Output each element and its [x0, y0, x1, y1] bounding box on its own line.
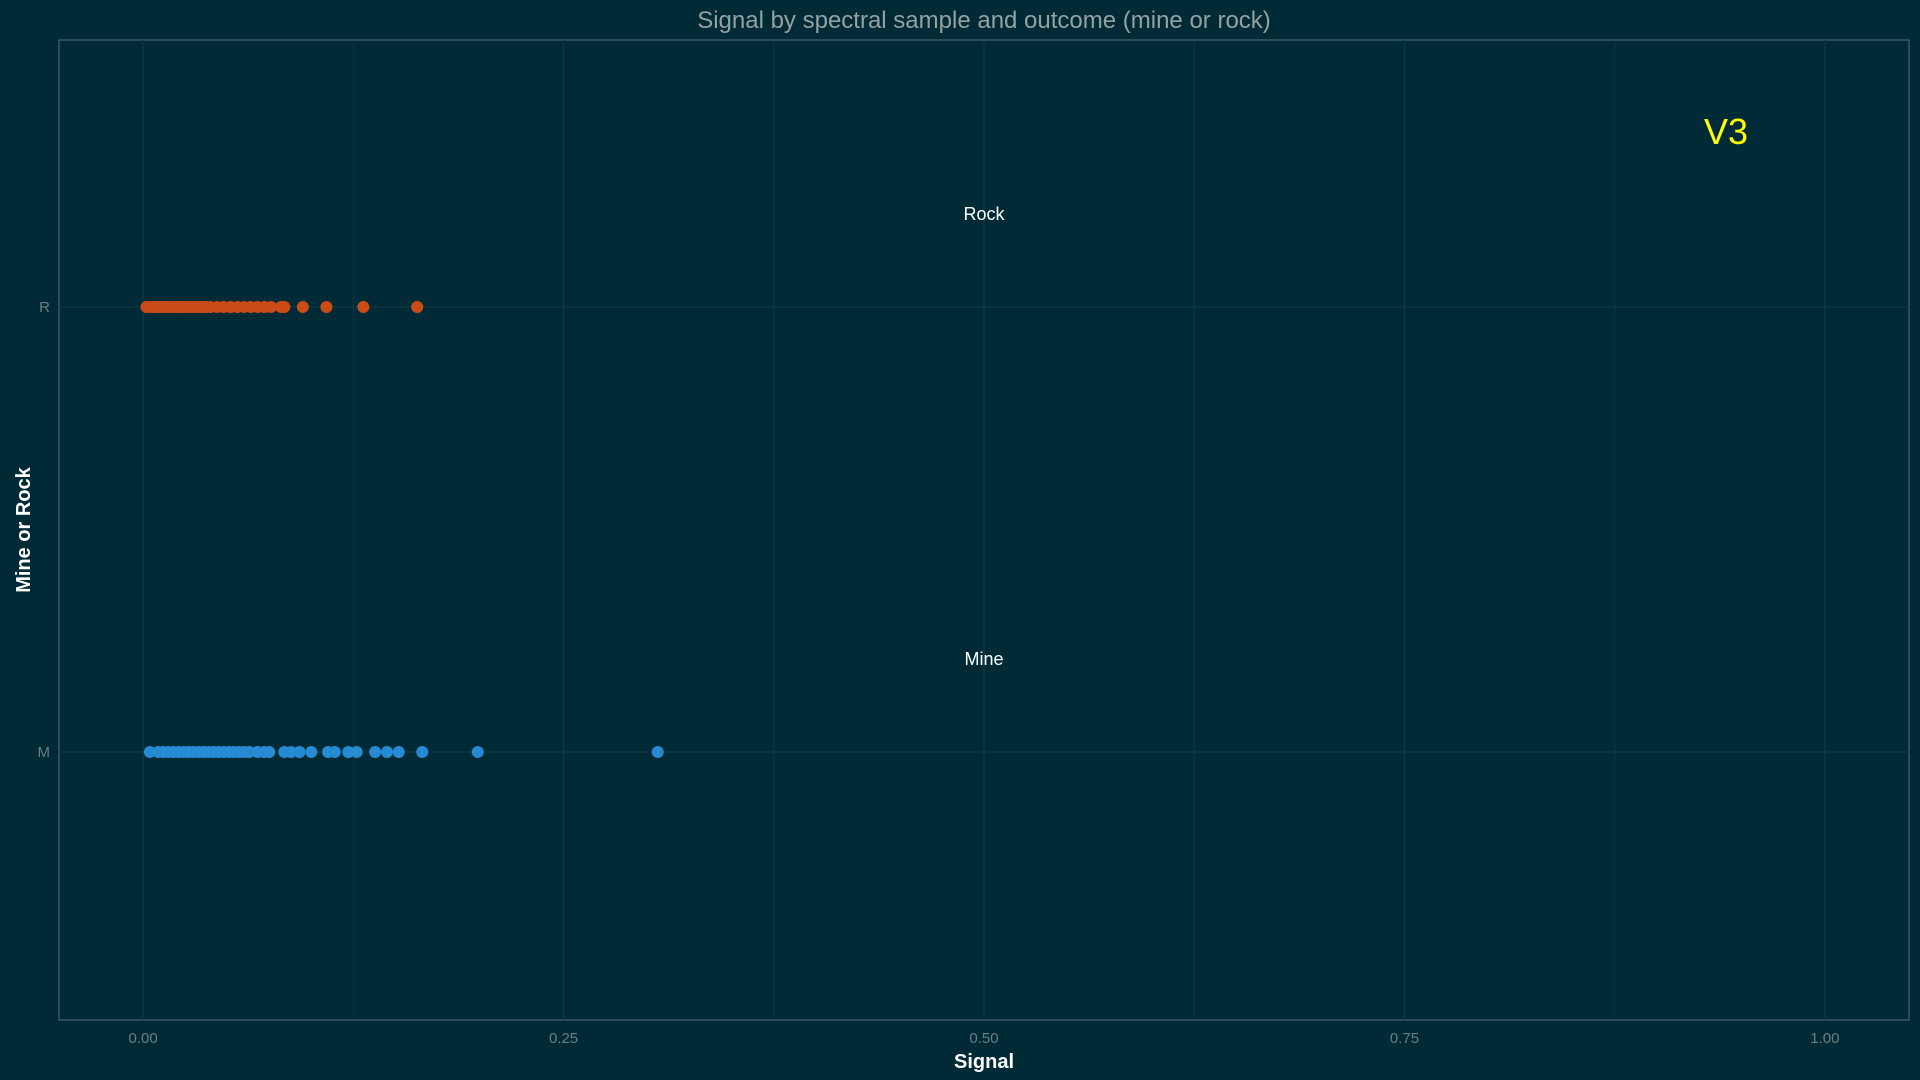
data-point-m	[471, 746, 484, 758]
data-point-m	[293, 746, 306, 758]
data-point-r	[264, 301, 277, 313]
y-tick-label: M	[38, 744, 51, 761]
data-point-m	[651, 746, 664, 758]
x-tick-label: 0.25	[549, 1030, 578, 1047]
data-point-m	[416, 746, 429, 758]
data-point-r	[357, 301, 370, 313]
x-tick-label: 0.50	[969, 1030, 998, 1047]
data-point-m	[305, 746, 318, 758]
y-axis-ticks: MR	[38, 299, 51, 761]
annotation-rock: Rock	[963, 204, 1005, 224]
chart-title: Signal by spectral sample and outcome (m…	[697, 7, 1271, 34]
data-point-m	[263, 746, 276, 758]
data-point-r	[278, 301, 291, 313]
data-point-r	[411, 301, 424, 313]
facet-label: V3	[1704, 111, 1748, 152]
x-tick-label: 0.00	[128, 1030, 157, 1047]
y-axis-title: Mine or Rock	[13, 466, 35, 592]
data-points	[140, 301, 664, 758]
annotation-mine: Mine	[964, 649, 1003, 669]
data-point-m	[143, 746, 156, 758]
x-tick-label: 1.00	[1810, 1030, 1839, 1047]
data-point-m	[380, 746, 393, 758]
data-point-m	[350, 746, 363, 758]
data-point-m	[328, 746, 341, 758]
x-tick-label: 0.75	[1390, 1030, 1419, 1047]
data-point-r	[296, 301, 309, 313]
data-point-m	[285, 746, 298, 758]
grid-lines	[59, 40, 1909, 1020]
data-point-m	[369, 746, 382, 758]
data-point-r	[320, 301, 333, 313]
data-point-m	[243, 746, 256, 758]
data-point-m	[342, 746, 355, 758]
annotations: Rock Mine	[963, 204, 1005, 669]
y-tick-label: R	[39, 299, 50, 316]
x-axis-ticks: 0.00 0.25 0.50 0.75 1.00	[128, 1030, 1839, 1047]
data-point-m	[392, 746, 405, 758]
x-axis-title: Signal	[954, 1051, 1014, 1073]
